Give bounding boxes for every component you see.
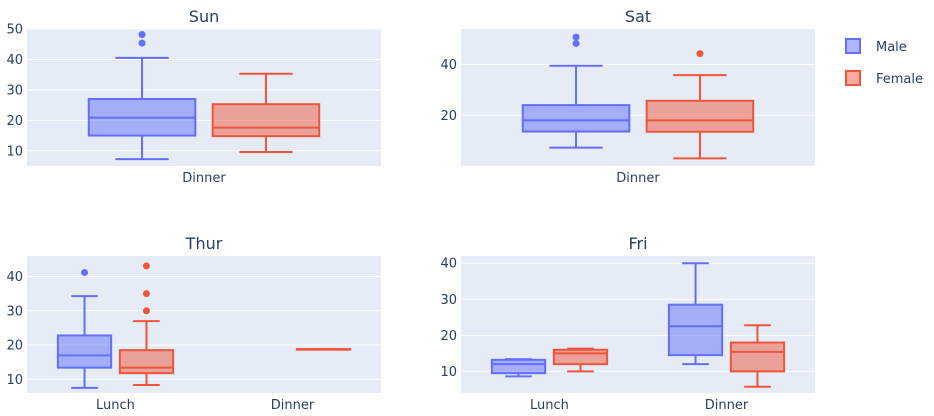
legend-label-male: Male bbox=[876, 40, 907, 55]
box-sat-dinner-female-outlier-0 bbox=[696, 50, 704, 58]
y-tick-sun-30: 30 bbox=[6, 83, 23, 98]
y-tick-fri-20: 20 bbox=[440, 329, 457, 344]
legend-swatch-female bbox=[845, 70, 861, 86]
y-tick-fri-30: 30 bbox=[440, 293, 457, 308]
x-tick-sat-dinner: Dinner bbox=[616, 171, 660, 186]
y-tick-fri-40: 40 bbox=[440, 257, 457, 272]
box-fri-dinner-male-iqr bbox=[667, 303, 724, 357]
y-tick-fri-10: 10 bbox=[440, 365, 457, 380]
y-tick-sat-40: 40 bbox=[440, 58, 457, 73]
subplot-sun: 10 20 30 40 50 Sun Dinner bbox=[6, 7, 381, 186]
box-fri-dinner-female bbox=[729, 324, 786, 388]
subplot-fri: 10 20 30 40 Fri Lunch Dinner bbox=[440, 234, 815, 413]
box-fri-lunch-female bbox=[552, 347, 609, 373]
x-tick-fri-lunch: Lunch bbox=[530, 398, 569, 413]
y-tick-thur-40: 40 bbox=[6, 270, 23, 285]
x-tick-thur-lunch: Lunch bbox=[96, 398, 135, 413]
y-tick-sat-20: 20 bbox=[440, 109, 457, 124]
x-tick-thur-dinner: Dinner bbox=[271, 398, 315, 413]
box-sun-dinner-male bbox=[87, 30, 197, 161]
legend-swatch-male bbox=[845, 38, 861, 54]
box-sun-dinner-female-iqr bbox=[211, 103, 321, 138]
plot-area-sun bbox=[27, 29, 381, 166]
box-fri-lunch-male-iqr bbox=[490, 358, 547, 375]
y-tick-sun-10: 10 bbox=[6, 144, 23, 159]
box-sat-dinner-female-iqr bbox=[645, 99, 755, 133]
box-sat-dinner-female bbox=[645, 50, 755, 160]
box-thur-lunch-male-iqr bbox=[56, 334, 113, 369]
y-tick-thur-30: 30 bbox=[6, 304, 23, 319]
box-sat-dinner-male-outlier-0 bbox=[572, 39, 580, 47]
subplot-thur: 10 20 30 40 Thur Lunch Dinner bbox=[6, 234, 381, 413]
y-tick-thur-20: 20 bbox=[6, 339, 23, 354]
box-fri-dinner-female-iqr bbox=[729, 341, 786, 373]
legend[interactable]: Male Female bbox=[845, 38, 923, 87]
plot-area-thur bbox=[27, 256, 381, 393]
box-thur-lunch-female-iqr bbox=[118, 349, 175, 375]
subplot-sat: 20 40 Sat Dinner bbox=[440, 7, 815, 186]
box-thur-dinner-female bbox=[295, 348, 352, 351]
box-sat-dinner-male-iqr bbox=[521, 104, 631, 133]
box-thur-lunch-male-outlier-0 bbox=[81, 268, 89, 276]
box-thur-lunch-female bbox=[118, 262, 175, 386]
box-fri-lunch-male bbox=[490, 358, 547, 378]
legend-item-female[interactable]: Female bbox=[845, 70, 923, 87]
box-thur-lunch-female-outlier-1 bbox=[142, 290, 150, 298]
legend-label-female: Female bbox=[876, 72, 923, 87]
subplot-title-sat: Sat bbox=[625, 7, 651, 26]
x-tick-fri-dinner: Dinner bbox=[705, 398, 749, 413]
box-sun-dinner-male-outlier-1 bbox=[138, 30, 146, 38]
box-fri-lunch-female-iqr bbox=[552, 348, 609, 366]
subplot-title-thur: Thur bbox=[185, 234, 223, 253]
y-tick-sun-20: 20 bbox=[6, 114, 23, 129]
box-fri-dinner-male bbox=[667, 262, 724, 366]
box-thur-lunch-female-outlier-0 bbox=[142, 307, 150, 315]
box-thur-lunch-female-outlier-2 bbox=[142, 262, 150, 270]
subplot-title-fri: Fri bbox=[628, 234, 647, 253]
box-thur-lunch-male bbox=[56, 268, 113, 389]
subplot-title-sun: Sun bbox=[189, 7, 219, 26]
x-tick-sun-dinner: Dinner bbox=[182, 171, 226, 186]
box-sat-dinner-male bbox=[521, 33, 631, 149]
box-sun-dinner-male-outlier-0 bbox=[138, 39, 146, 47]
box-sun-dinner-female bbox=[211, 72, 321, 153]
plot-area-sat bbox=[461, 29, 815, 166]
legend-item-male[interactable]: Male bbox=[845, 38, 907, 55]
y-tick-sun-40: 40 bbox=[6, 53, 23, 68]
y-tick-thur-10: 10 bbox=[6, 373, 23, 388]
box-sat-dinner-male-outlier-1 bbox=[572, 33, 580, 41]
y-tick-sun-50: 50 bbox=[6, 23, 23, 38]
